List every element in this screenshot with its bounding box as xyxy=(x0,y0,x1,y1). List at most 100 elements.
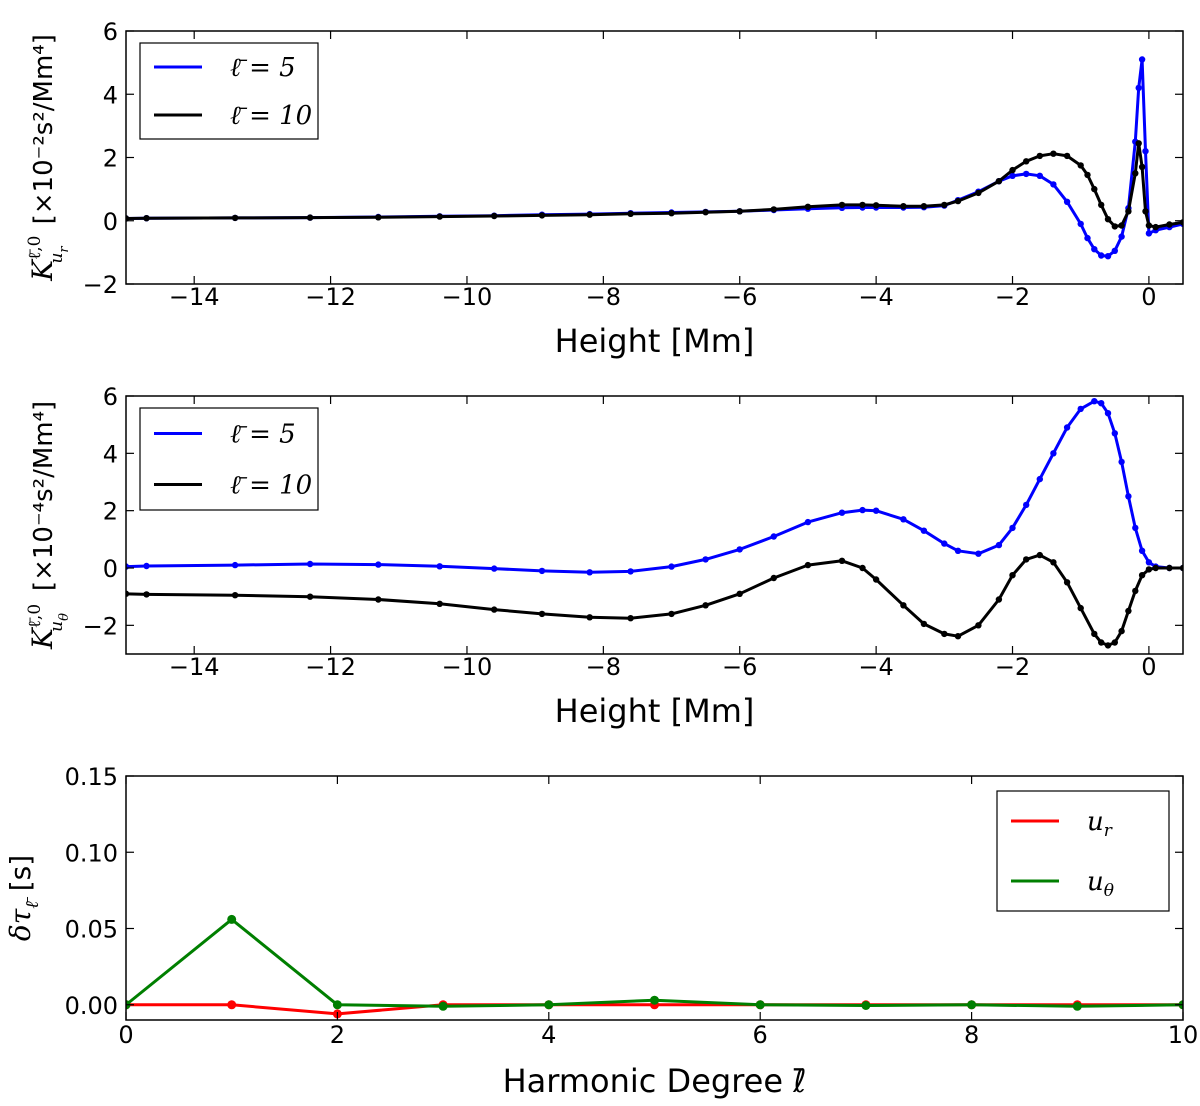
series-1 xyxy=(126,398,1183,576)
x-tick-label: −4 xyxy=(858,283,893,311)
data-point xyxy=(586,569,593,576)
y-label-subscript: u xyxy=(47,621,67,632)
data-point xyxy=(1098,639,1105,646)
y-axis-label: Kℓ̄,0 uθ [×10⁻⁴s²/Mm⁴] xyxy=(25,401,72,650)
data-point xyxy=(1009,524,1016,532)
data-point xyxy=(538,610,546,618)
data-point xyxy=(975,189,982,197)
data-point xyxy=(941,201,948,209)
data-point xyxy=(1036,172,1044,179)
data-point xyxy=(1009,166,1016,174)
data-point xyxy=(838,509,846,516)
data-point xyxy=(1111,639,1119,646)
data-point xyxy=(306,560,314,568)
data-point xyxy=(627,615,634,622)
data-point xyxy=(1111,430,1119,437)
series-2 xyxy=(126,914,1183,1011)
legend-label: ℓ̄ = 5 xyxy=(230,420,296,450)
data-point xyxy=(1036,551,1044,559)
x-tick-label: 4 xyxy=(541,1021,556,1049)
data-point xyxy=(1142,148,1149,155)
data-point xyxy=(1050,181,1057,188)
data-point xyxy=(1077,220,1084,228)
data-point xyxy=(1145,230,1153,237)
data-point xyxy=(231,592,239,599)
data-point xyxy=(1132,587,1139,595)
data-point xyxy=(736,208,743,215)
data-point xyxy=(1022,158,1030,165)
data-point xyxy=(668,210,675,217)
data-point xyxy=(859,506,866,514)
chart-panel-2: −14 −12 −10 −8 −6 −4 −2 0 −2 0 2 4 6 Height [Mm] Kℓ̄,0… xyxy=(25,383,1184,730)
x-tick-label: −8 xyxy=(586,653,621,681)
y-label-superscript: ℓ̄,0 xyxy=(25,236,45,260)
data-point xyxy=(1091,185,1098,193)
data-point xyxy=(627,568,634,575)
data-point xyxy=(1009,572,1016,579)
x-tick-label: −12 xyxy=(305,653,356,681)
data-point xyxy=(1138,56,1146,63)
data-point xyxy=(967,1000,977,1010)
data-point xyxy=(859,201,866,209)
data-point xyxy=(995,541,1003,549)
legend-label: ℓ̄ = 5 xyxy=(230,53,296,83)
data-point xyxy=(1104,642,1112,649)
data-point xyxy=(544,1000,554,1010)
y-label-symbol: δτ xyxy=(4,908,37,941)
data-point xyxy=(1063,198,1071,205)
data-point xyxy=(1022,501,1030,509)
data-point xyxy=(1125,493,1132,500)
chart-panel-3: 0 2 4 6 8 10 0.00 0.05 0.10 0.15 Harmonic Degree ℓ… xyxy=(4,763,1198,1100)
data-point xyxy=(702,556,709,563)
data-point xyxy=(900,602,907,609)
y-tick-label: −2 xyxy=(83,271,118,299)
data-point xyxy=(538,567,546,575)
legend-label: ℓ̄ = 10 xyxy=(230,471,312,501)
data-point xyxy=(1098,252,1105,259)
data-point xyxy=(1135,140,1142,147)
data-point xyxy=(872,576,880,583)
legend-label-main: u xyxy=(1087,807,1104,837)
data-point xyxy=(702,209,709,216)
data-point xyxy=(1050,150,1057,157)
data-point xyxy=(736,546,743,553)
data-point xyxy=(995,596,1003,603)
data-point xyxy=(586,211,593,218)
data-point xyxy=(872,507,880,514)
data-point xyxy=(1166,221,1173,228)
data-point xyxy=(143,215,150,222)
data-point xyxy=(1063,152,1071,160)
data-point xyxy=(143,591,150,598)
data-point xyxy=(1091,630,1098,638)
data-point xyxy=(954,197,962,205)
data-point xyxy=(227,914,237,924)
data-point xyxy=(1166,564,1173,572)
data-point xyxy=(586,614,593,621)
series-line xyxy=(126,141,1183,229)
y-label-subscript: ℓ̄ xyxy=(22,896,43,908)
data-point xyxy=(1152,223,1159,231)
x-tick-label: 10 xyxy=(1168,1021,1199,1049)
data-point xyxy=(668,610,675,618)
data-point xyxy=(900,516,907,523)
y-label-units: [×10⁻⁴s²/Mm⁴] xyxy=(29,401,59,591)
series-line xyxy=(126,553,1183,647)
data-point xyxy=(143,562,150,570)
series-2 xyxy=(126,551,1183,649)
chart-panel-1: −14 −12 −10 −8 −6 −4 −2 0 −2 0 2 4 6 Height [Mm] Kℓ̄,0… xyxy=(25,18,1184,360)
data-point xyxy=(1091,398,1098,405)
data-point xyxy=(755,1000,765,1010)
legend-label-main: u xyxy=(1087,867,1104,897)
legend-label-sub: r xyxy=(1104,821,1113,841)
data-point xyxy=(126,215,130,222)
data-point xyxy=(1022,556,1030,563)
data-point xyxy=(941,540,948,547)
data-point xyxy=(1118,627,1125,635)
y-tick-label: 4 xyxy=(103,440,118,468)
data-point xyxy=(1142,208,1149,215)
y-label-subsubscript: θ xyxy=(57,613,72,621)
y-label-units: [×10⁻²s²/Mm⁴] xyxy=(29,34,59,224)
data-point xyxy=(1111,247,1119,254)
data-point xyxy=(770,533,777,540)
